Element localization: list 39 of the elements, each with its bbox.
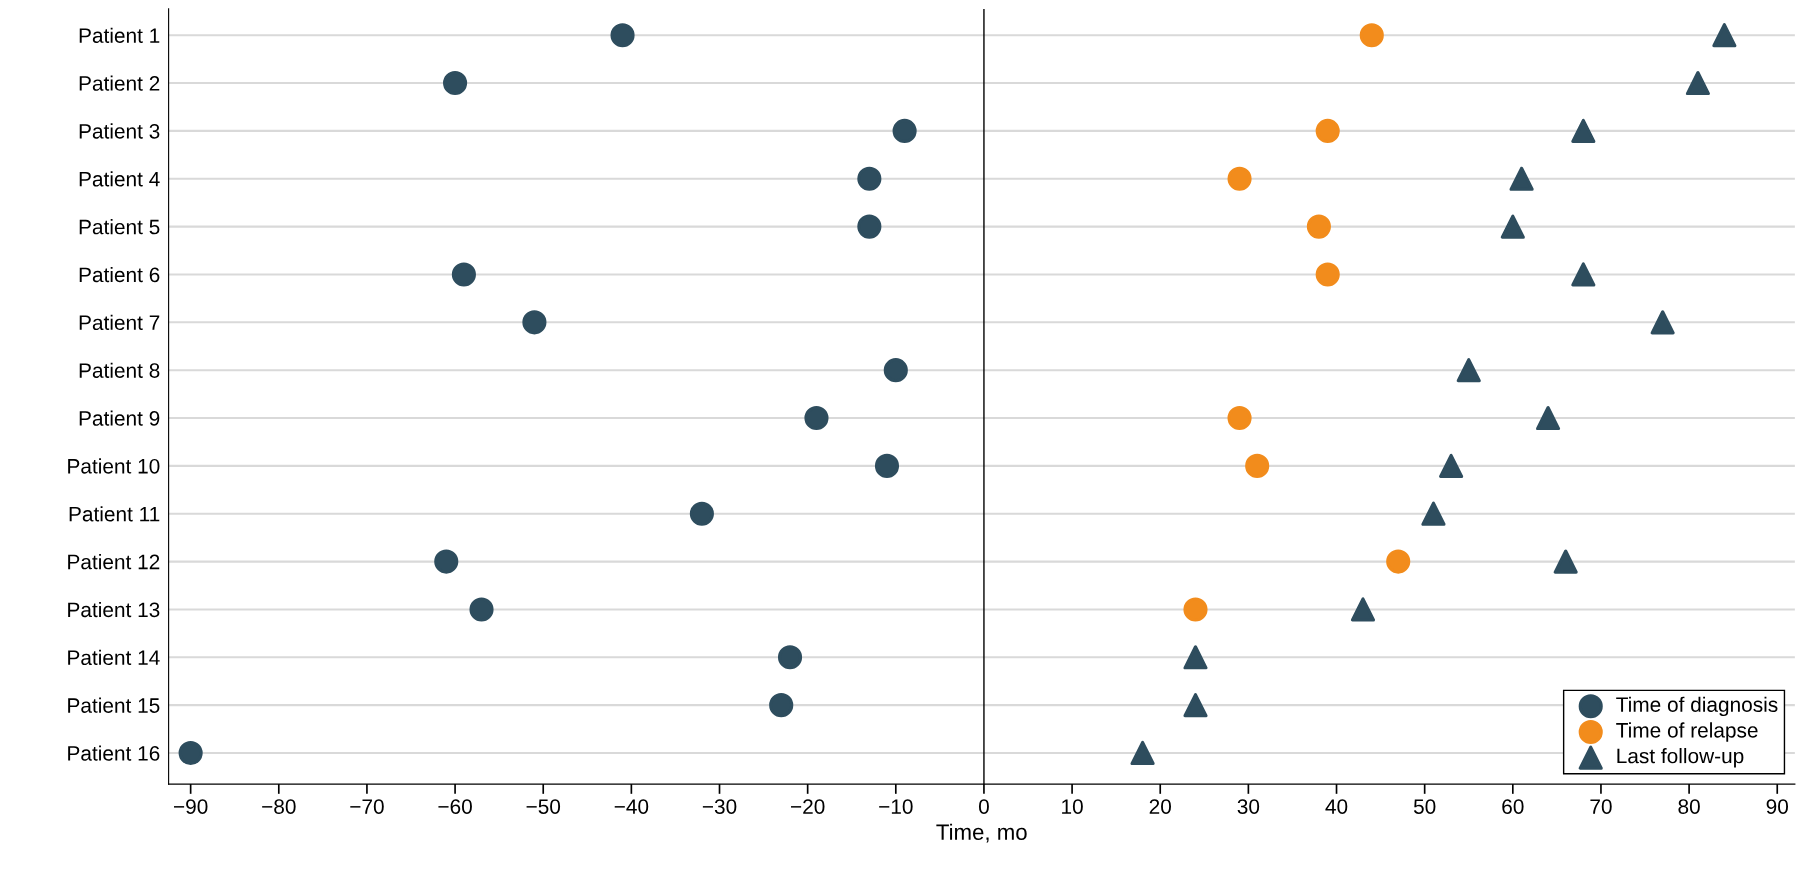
legend-label: Last follow-up (1617, 748, 1744, 768)
x-tick-label: −20 (791, 799, 825, 814)
y-tick-label: Patient 16 (68, 745, 160, 761)
y-tick-label: Patient 11 (69, 506, 160, 522)
x-tick-label: 0 (978, 799, 989, 814)
y-tick-label: Patient 3 (79, 123, 160, 139)
x-tick-label: −90 (174, 799, 208, 814)
y-tick-label: Patient 15 (68, 697, 160, 713)
y-tick-label: Patient 4 (79, 171, 160, 187)
x-tick-label: 30 (1237, 799, 1260, 814)
y-tick-label: Patient 1 (79, 27, 160, 43)
y-tick-label: Patient 7 (79, 314, 160, 331)
x-axis-title: Time, mo (936, 823, 1027, 843)
y-tick-label: Patient 5 (79, 219, 160, 235)
x-tick-label: −80 (262, 799, 296, 814)
legend-label: Time of relapse (1616, 722, 1758, 742)
x-tick-label: −50 (526, 799, 561, 814)
x-tick-label: 20 (1149, 799, 1171, 814)
x-tick-label: 80 (1678, 799, 1700, 814)
x-tick-label: 70 (1590, 799, 1612, 814)
x-tick-label: −60 (438, 799, 472, 814)
x-tick-label: −10 (879, 799, 913, 814)
y-tick-label: Patient 14 (68, 649, 160, 666)
x-tick-label: 10 (1062, 799, 1083, 814)
x-tick-label: 90 (1766, 799, 1789, 814)
y-tick-label: Patient 6 (79, 266, 160, 283)
x-tick-label: −30 (702, 799, 737, 814)
legend-label: Time of diagnosis (1616, 696, 1778, 717)
x-tick-label: −40 (614, 799, 649, 814)
y-tick-label: Patient 8 (79, 362, 160, 378)
y-tick-label: Patient 10 (68, 458, 160, 474)
x-tick-label: 60 (1502, 799, 1524, 814)
y-tick-label: Patient 9 (79, 410, 160, 426)
x-tick-label: 50 (1413, 799, 1436, 814)
x-tick-label: 40 (1325, 799, 1348, 814)
y-tick-label: Patient 12 (68, 554, 160, 570)
y-tick-label: Patient 13 (68, 601, 160, 618)
x-tick-label: −70 (350, 799, 384, 814)
y-tick-label: Patient 2 (79, 75, 160, 91)
